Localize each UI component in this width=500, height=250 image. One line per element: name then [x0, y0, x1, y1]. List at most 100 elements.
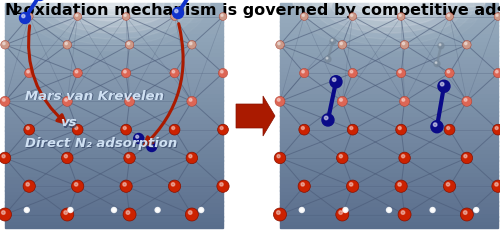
Bar: [5, 37, 223, 41]
Circle shape: [448, 15, 450, 17]
Circle shape: [23, 180, 36, 192]
Bar: [280, 216, 498, 220]
Ellipse shape: [348, 0, 430, 16]
Circle shape: [126, 41, 134, 50]
Bar: [5, 93, 223, 97]
Circle shape: [330, 39, 336, 45]
Circle shape: [350, 127, 353, 130]
Bar: [5, 11, 223, 15]
Bar: [5, 86, 223, 90]
Circle shape: [398, 127, 402, 130]
Circle shape: [219, 14, 227, 21]
Circle shape: [331, 40, 333, 42]
Bar: [5, 138, 223, 142]
Circle shape: [446, 183, 450, 186]
Circle shape: [348, 69, 358, 78]
Circle shape: [69, 209, 71, 211]
Ellipse shape: [356, 0, 422, 10]
Bar: [280, 60, 498, 64]
Circle shape: [401, 211, 405, 214]
Circle shape: [124, 127, 126, 130]
Circle shape: [300, 209, 303, 211]
Text: N: N: [5, 3, 18, 18]
Bar: [280, 186, 498, 191]
Ellipse shape: [46, 0, 182, 34]
Circle shape: [170, 69, 179, 78]
Circle shape: [134, 134, 143, 144]
Bar: [280, 175, 498, 180]
Circle shape: [63, 41, 72, 50]
Bar: [5, 156, 223, 161]
Bar: [5, 22, 223, 26]
Circle shape: [186, 208, 198, 221]
Circle shape: [446, 14, 454, 21]
Circle shape: [2, 155, 5, 158]
Circle shape: [187, 97, 197, 107]
Circle shape: [218, 69, 228, 78]
Circle shape: [300, 69, 309, 78]
Bar: [5, 78, 223, 82]
Circle shape: [446, 127, 450, 130]
Bar: [280, 7, 498, 12]
Circle shape: [172, 183, 174, 186]
Bar: [5, 30, 223, 34]
Circle shape: [398, 183, 402, 186]
Ellipse shape: [446, 0, 485, 12]
Bar: [280, 202, 498, 206]
Bar: [280, 104, 498, 108]
Circle shape: [302, 127, 304, 130]
Circle shape: [432, 209, 434, 211]
Circle shape: [444, 125, 455, 136]
Ellipse shape: [170, 0, 210, 16]
Circle shape: [20, 14, 30, 24]
Bar: [5, 67, 223, 71]
Circle shape: [330, 76, 342, 88]
Circle shape: [445, 69, 454, 78]
Circle shape: [464, 43, 467, 46]
Circle shape: [26, 14, 33, 21]
Circle shape: [397, 14, 405, 21]
Circle shape: [346, 180, 359, 192]
Bar: [280, 127, 498, 131]
Circle shape: [124, 152, 136, 164]
Bar: [5, 63, 223, 68]
Circle shape: [395, 180, 407, 192]
Ellipse shape: [170, 0, 210, 12]
Circle shape: [475, 209, 478, 211]
Circle shape: [400, 41, 409, 50]
Bar: [280, 153, 498, 157]
Circle shape: [156, 209, 159, 211]
Circle shape: [72, 180, 84, 192]
Bar: [280, 11, 498, 15]
Circle shape: [26, 209, 28, 211]
Circle shape: [0, 41, 10, 50]
Circle shape: [348, 125, 358, 136]
Bar: [280, 56, 498, 60]
Bar: [280, 52, 498, 56]
Circle shape: [218, 125, 228, 136]
Circle shape: [186, 152, 198, 164]
Bar: [280, 149, 498, 154]
Circle shape: [112, 208, 116, 213]
Ellipse shape: [18, 0, 58, 16]
Circle shape: [189, 155, 192, 158]
Bar: [5, 213, 223, 217]
Bar: [280, 74, 498, 79]
Circle shape: [349, 14, 356, 21]
Bar: [5, 198, 223, 202]
Circle shape: [402, 155, 404, 158]
Ellipse shape: [293, 0, 333, 16]
Ellipse shape: [18, 0, 58, 8]
Circle shape: [340, 43, 342, 46]
Circle shape: [322, 114, 334, 126]
Circle shape: [62, 152, 73, 164]
Circle shape: [277, 155, 280, 158]
Circle shape: [22, 15, 25, 19]
Ellipse shape: [370, 0, 408, 8]
Circle shape: [221, 15, 223, 17]
Circle shape: [24, 69, 34, 78]
Text: 2: 2: [14, 6, 22, 16]
Circle shape: [190, 43, 192, 46]
Circle shape: [74, 14, 82, 21]
Bar: [5, 194, 223, 198]
